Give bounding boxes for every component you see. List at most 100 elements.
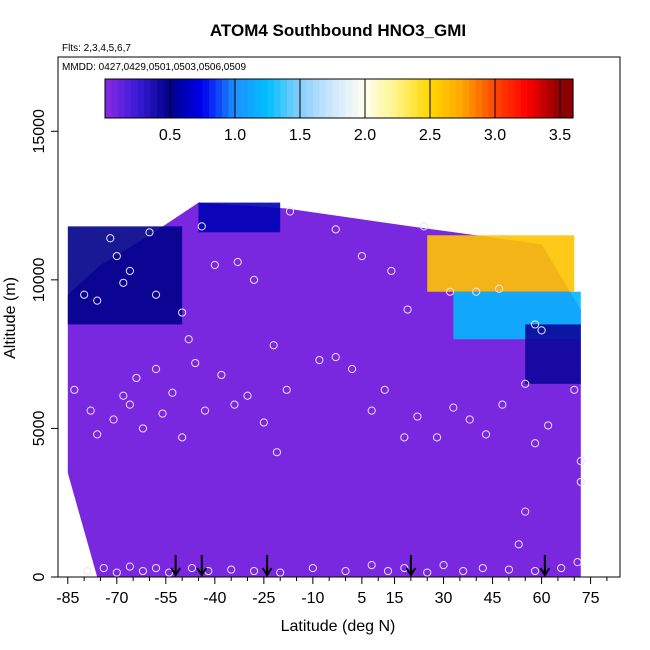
observation-point [217,370,226,380]
observation-point [276,568,285,577]
colorbar-segment [118,79,126,118]
colorbar-segment [397,79,405,118]
observation-point [439,561,448,570]
colorbar-segment [137,79,145,118]
observation-point [576,457,585,466]
observation-point [573,558,582,567]
x-tick-label: 30 [435,590,453,607]
y-tick-label: 0 [31,572,48,581]
observation-point [187,563,197,573]
colorbar-segment [430,79,438,118]
observation-point [557,563,566,573]
x-tick-label: 45 [484,590,502,607]
observation-point [99,563,108,573]
plot-area [67,202,585,577]
x-tick-label: 15 [386,590,404,607]
x-tick-label: 60 [533,590,551,607]
y-tick-label: 15000 [31,109,48,154]
chart-title: ATOM4 Southbound HNO3_GMI [210,21,466,40]
colorbar-segment [222,79,230,118]
colorbar-segment [540,79,548,118]
colorbar-segment [254,79,262,118]
x-tick-label: 75 [582,590,600,607]
colorbar-segment [365,79,373,118]
dates-label: MMDD: 0427,0429,0501,0503,0506,0509 [62,62,246,73]
observation-point [465,415,474,424]
observation-point [86,406,95,415]
observation-point [178,308,187,317]
colorbar-segment [345,79,353,118]
colorbar-segment [534,79,542,118]
colorbar-frame [104,78,574,119]
observation-point [419,222,429,231]
observation-point [227,565,236,574]
observation-point [481,430,491,439]
colorbar-segment [144,79,152,118]
observation-point [233,257,242,267]
observation-point [178,433,187,442]
colorbar-segment [404,79,412,118]
y-axis-label: Altitude (m) [2,277,19,359]
observation-point [521,507,530,516]
colorbar-segment [371,79,379,118]
colorbar-segment [560,79,568,118]
observation-point [432,433,442,442]
observation-point [93,296,102,305]
colorbar-tick-label: 1.5 [289,127,311,144]
x-tick-label: -40 [203,590,226,607]
observation-point [478,563,487,573]
colorbar-segment [384,79,392,118]
region-southern-high-blue [67,226,183,325]
x-tick-label: -25 [252,590,275,607]
observation-point [109,415,118,424]
colorbar-tick-label: 1.0 [224,127,246,144]
colorbar-segment [261,79,269,118]
colorbar-segment [248,79,256,118]
colorbar-segment [157,79,165,118]
colorbar-segment [241,79,249,118]
observation-point [576,477,585,487]
x-tick-label: -55 [154,590,177,607]
colorbar-segment [306,79,314,118]
colorbar-segment [378,79,386,118]
observation-point [158,409,167,418]
observation-point [151,364,161,374]
observation-point [331,353,340,362]
colorbar-segment [469,79,477,118]
flight-arrow [170,555,181,577]
observation-point [125,266,134,276]
observation-point [184,335,193,344]
observation-point [357,251,366,261]
observation-point [125,562,134,571]
colorbar-segment [313,79,321,118]
colorbar-tick-label: 2.0 [354,127,376,144]
observation-point [230,400,239,409]
observation-point [383,566,393,576]
observation-point [243,391,252,400]
colorbar-segment [501,79,509,118]
region-upper-latitude-enhancement [427,235,575,292]
colorbar-segment [150,79,158,118]
observation-point [498,400,507,409]
colorbar-segment [287,79,295,118]
flights-label: Flts: 2,3,4,5,6,7 [62,43,131,54]
colorbar-segment [163,79,171,118]
observation-point [145,228,154,237]
observation-point [315,355,324,365]
observation-point [119,278,128,287]
colorbar-segment [111,79,119,118]
colorbar-segment [293,79,301,118]
observation-point [403,305,412,314]
observation-point [530,439,540,448]
colorbar-segment [443,79,451,118]
observation-point [308,563,317,573]
observation-point [83,566,92,576]
colorbar-segment [319,79,327,118]
observation-point [70,385,79,394]
observation-point [80,290,89,299]
colorbar-segment [521,79,529,118]
region-northern-column-blue [525,324,581,384]
axes: -85 -70 -55 -40 -25 -10 5 15 30 45 60 75 0 5000 10000 1… [31,56,621,607]
flight-arrow [539,555,551,577]
